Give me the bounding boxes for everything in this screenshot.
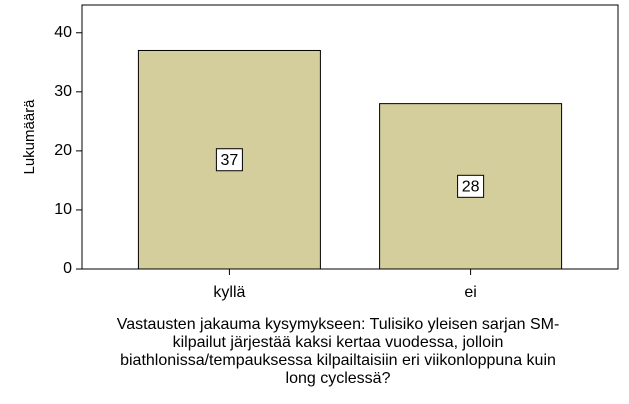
x-axis-label: kilpailut järjestää kaksi kertaa vuodess… xyxy=(173,334,504,351)
y-tick-label: 0 xyxy=(63,260,72,277)
x-axis-label: long cyclessä? xyxy=(286,370,391,387)
value-label-box xyxy=(457,174,485,198)
value-label: 37 xyxy=(221,152,239,169)
x-tick-label: kyllä xyxy=(213,284,245,301)
y-tick-label: 20 xyxy=(54,142,72,159)
y-axis-label: Lukumäärä xyxy=(21,99,38,175)
y-tick-label: 30 xyxy=(54,83,72,100)
y-tick-label: 10 xyxy=(54,201,72,218)
x-axis-label: biathlonissa/tempauksessa kilpailtaisiin… xyxy=(120,352,556,369)
value-label: 28 xyxy=(462,179,480,196)
x-tick-label: ei xyxy=(464,284,476,301)
value-label-box xyxy=(215,148,243,172)
y-tick-label: 40 xyxy=(54,24,72,41)
x-axis-label: Vastausten jakauma kysymykseen: Tulisiko… xyxy=(117,316,560,333)
